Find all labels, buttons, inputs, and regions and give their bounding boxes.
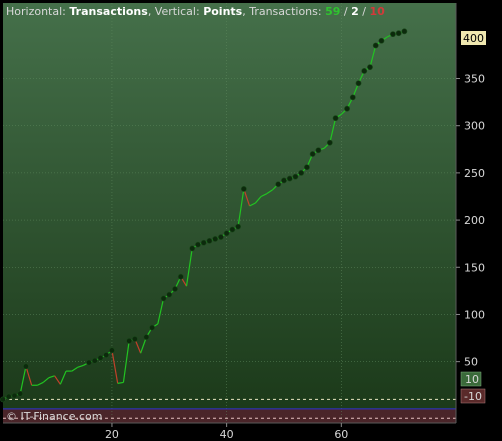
y-tick-label: 150	[464, 261, 485, 274]
copyright: © IT-Finance.com	[6, 410, 103, 423]
y-tick-label: 300	[464, 120, 485, 133]
trade-marker	[86, 359, 92, 366]
trade-marker	[309, 151, 316, 157]
up-segment	[77, 364, 84, 368]
up-segment	[266, 189, 273, 195]
trade-marker	[126, 337, 133, 344]
trade-marker	[395, 30, 402, 37]
x-tick-label: 40	[220, 428, 234, 441]
down-segment	[243, 188, 251, 207]
trade-marker	[367, 64, 373, 71]
up-segment	[157, 298, 165, 325]
trade-marker	[177, 273, 184, 280]
losses-count: 10	[369, 5, 385, 18]
up-segment	[249, 202, 256, 207]
x-tick-label: 20	[105, 428, 119, 441]
trade-marker	[5, 393, 12, 400]
up-segment	[19, 366, 27, 394]
wins-count: 59	[325, 5, 340, 18]
trade-marker	[17, 390, 24, 397]
trade-marker	[315, 147, 322, 154]
trade-marker	[344, 105, 350, 112]
down-segment	[25, 366, 33, 386]
trade-marker	[23, 363, 29, 370]
up-segment	[329, 118, 337, 143]
trade-marker	[229, 226, 236, 233]
down-segment	[111, 350, 119, 384]
trade-marker	[109, 347, 115, 354]
lower-threshold-label: -10	[464, 390, 482, 403]
trade-marker	[195, 241, 201, 248]
trade-marker	[149, 324, 155, 331]
trade-marker	[286, 175, 293, 182]
up-segment	[254, 196, 262, 204]
trade-marker	[131, 336, 138, 342]
y-tick-label: 250	[464, 167, 485, 180]
neutral-count: 2	[351, 5, 359, 18]
up-segment	[260, 193, 268, 198]
trade-marker	[223, 230, 230, 237]
svg-text:400: 400	[463, 32, 484, 45]
up-segment	[48, 375, 55, 379]
up-segment	[122, 340, 130, 383]
trade-marker	[349, 94, 356, 101]
trade-marker	[206, 237, 213, 244]
trade-marker	[212, 236, 219, 242]
trade-marker	[304, 164, 310, 171]
trade-marker	[332, 115, 339, 122]
y-tick-label: 100	[464, 308, 485, 321]
trade-marker	[97, 354, 104, 361]
upper-threshold-label: 10	[465, 373, 479, 386]
trade-marker	[0, 396, 6, 403]
trade-marker	[275, 181, 282, 188]
x-axis: 20 40 60	[105, 423, 348, 441]
y-tick-label: 50	[464, 356, 478, 369]
down-segment	[54, 375, 61, 385]
up-segment	[71, 366, 78, 372]
up-segment	[37, 381, 44, 386]
trade-marker	[217, 234, 224, 240]
trade-marker	[355, 80, 362, 87]
up-segment	[59, 370, 67, 385]
x-tick-label: 60	[334, 428, 348, 441]
trade-marker	[292, 173, 299, 180]
trade-marker	[240, 186, 247, 192]
trade-marker	[189, 245, 196, 252]
trade-marker	[326, 139, 333, 146]
trade-marker	[235, 223, 242, 230]
trade-marker	[401, 28, 408, 35]
trade-marker	[390, 31, 396, 38]
y-tick-label: 200	[464, 214, 485, 227]
chart-header: Horizontal: Transactions, Vertical: Poin…	[6, 5, 385, 18]
trade-marker	[166, 291, 173, 298]
trade-markers	[0, 28, 408, 403]
up-segment	[369, 45, 377, 68]
trade-marker	[103, 352, 110, 358]
trade-marker	[372, 42, 379, 49]
up-segment	[237, 188, 245, 227]
plot-area	[3, 3, 456, 423]
trade-marker	[143, 334, 150, 341]
trade-marker	[160, 295, 167, 302]
threshold-labels: 10 -10	[460, 371, 486, 404]
trade-marker	[281, 177, 287, 184]
up-segment	[42, 377, 50, 383]
grid-lines	[3, 3, 456, 423]
last-value-label: 400	[461, 31, 486, 45]
trade-marker	[361, 68, 368, 74]
up-segment	[117, 381, 124, 384]
y-axis: 50 100 150 200 250 300 350	[456, 73, 485, 369]
trade-marker	[378, 37, 385, 44]
loss-zone	[3, 408, 456, 423]
up-segment	[185, 248, 193, 287]
trade-marker	[172, 286, 178, 292]
trade-marker	[91, 357, 98, 364]
trade-marker	[200, 239, 207, 246]
y-tick-label: 350	[464, 73, 485, 86]
trade-marker	[298, 169, 305, 176]
trade-marker	[11, 392, 18, 399]
